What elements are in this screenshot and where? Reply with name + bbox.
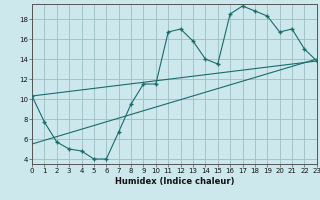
X-axis label: Humidex (Indice chaleur): Humidex (Indice chaleur) (115, 177, 234, 186)
